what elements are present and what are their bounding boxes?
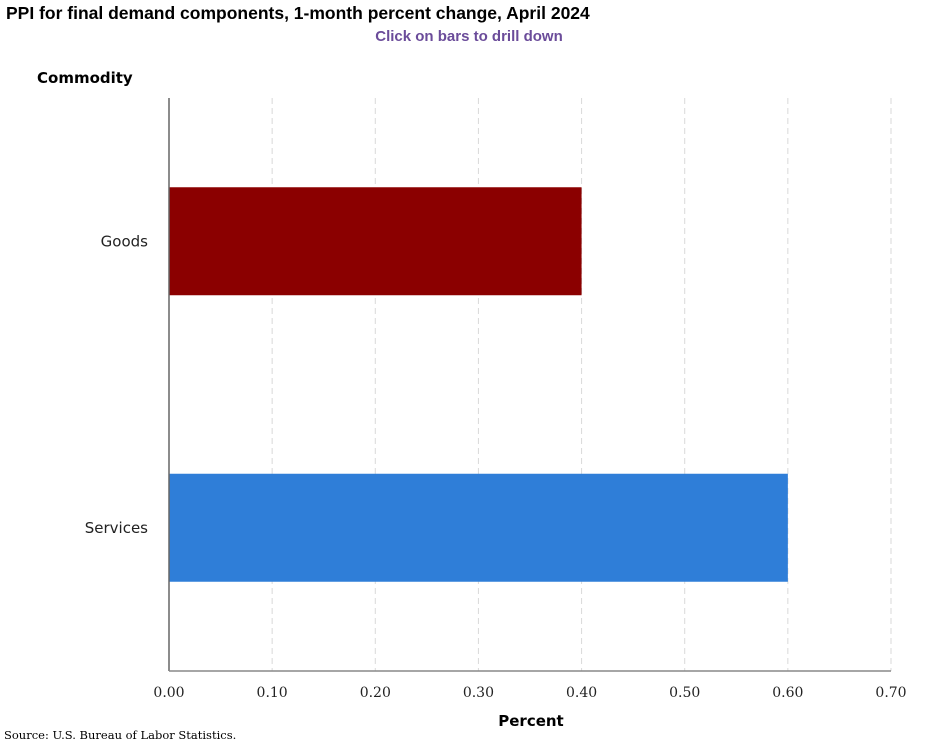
category-label: Goods [101,232,148,250]
y-axis-label: Commodity [37,69,133,87]
bar-services[interactable] [169,473,788,582]
x-tick-label: 0.70 [875,685,906,701]
category-labels: Goods Services [85,232,148,537]
x-axis-label: Percent [498,712,564,730]
axes [168,98,891,672]
x-tick-label: 0.10 [257,685,288,701]
x-tick-label: 0.20 [360,685,391,701]
category-label: Services [85,519,148,537]
bar-goods[interactable] [169,187,582,296]
source-note: Source: U.S. Bureau of Labor Statistics. [4,728,237,742]
x-tick-label: 0.60 [772,685,803,701]
x-tick-label: 0.40 [566,685,597,701]
x-tick-label: 0.00 [153,685,184,701]
chart-title: PPI for final demand components, 1-month… [6,3,590,23]
grid-lines [271,98,892,671]
x-tick-label: 0.30 [463,685,494,701]
x-tick-label: 0.50 [669,685,700,701]
bars [169,187,788,582]
x-tick-labels: 0.00 0.10 0.20 0.30 0.40 0.50 0.60 0.70 [153,685,906,701]
chart-subtitle: Click on bars to drill down [375,28,563,45]
